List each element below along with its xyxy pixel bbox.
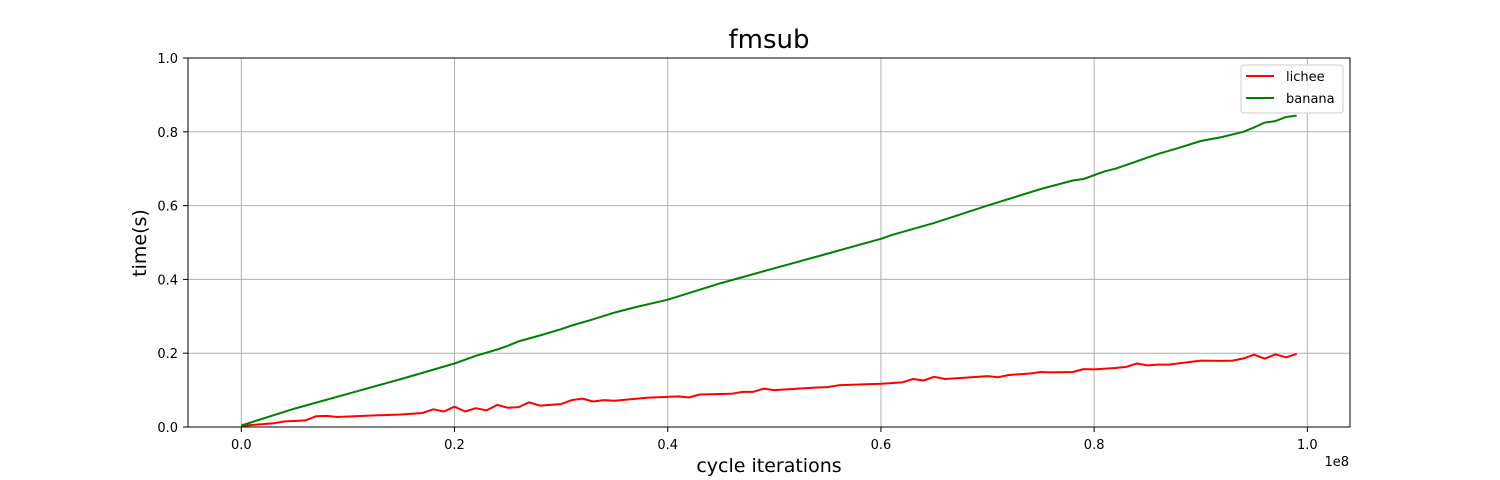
x-tick-label: 0.6: [871, 438, 892, 453]
legend-label-banana: banana: [1286, 92, 1335, 107]
series-lines: [240, 114, 1298, 427]
y-tick-label: 0.2: [157, 347, 178, 362]
x-tick-label: 0.8: [1084, 438, 1105, 453]
x-tick-label: 0.4: [657, 438, 678, 453]
x-axis-title: cycle iterations: [696, 455, 841, 477]
y-tick-label: 0.4: [157, 273, 178, 288]
series-line-lichee: [241, 352, 1298, 427]
y-axis-title: time(s): [129, 209, 151, 277]
x-tick-label: 0.0: [231, 438, 252, 453]
series-line-banana: [240, 114, 1297, 427]
y-tick-label: 1.0: [157, 52, 178, 67]
legend-label-lichee: lichee: [1286, 70, 1325, 85]
x-axis-offset-label: 1e8: [1324, 455, 1349, 470]
legend: lichee banana: [1240, 64, 1344, 114]
y-tick-label: 0.0: [157, 421, 178, 436]
y-tick-label: 0.6: [157, 200, 178, 215]
y-tick-label: 0.8: [157, 126, 178, 141]
chart-title: fmsub: [728, 25, 809, 55]
x-tick-label: 0.2: [444, 438, 465, 453]
plot-frame: [187, 57, 1351, 428]
x-tick-label: 1.0: [1297, 438, 1318, 453]
axis-ticks: 0.0 0.2 0.4 0.6 0.8 1.0 0.0 0.2 0.4 0.6 0.8 1.0: [157, 52, 1317, 453]
